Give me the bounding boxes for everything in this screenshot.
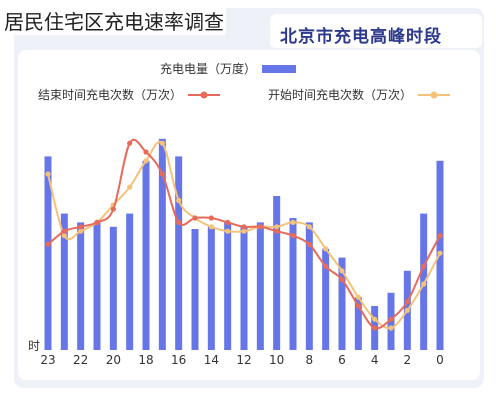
x-tick-label: 14 xyxy=(204,353,219,367)
start-series-point xyxy=(339,268,345,274)
legend-start: 开始时间充电次数（万次） xyxy=(268,86,452,103)
start-series-point xyxy=(208,224,214,230)
end-series-point xyxy=(421,263,427,269)
x-tick-label: 4 xyxy=(371,353,379,367)
start-series-point xyxy=(45,171,51,177)
legend-bar-label: 充电电量（万度） xyxy=(160,62,257,76)
end-series-point xyxy=(225,219,231,225)
start-series-point xyxy=(176,197,182,203)
legend-start-label: 开始时间充电次数（万次） xyxy=(268,88,413,102)
x-tick-label: 8 xyxy=(306,353,314,367)
start-series-point xyxy=(404,307,410,313)
bar xyxy=(44,156,52,350)
legend-bar-swatch xyxy=(262,64,297,73)
end-series-point xyxy=(257,224,263,230)
bar xyxy=(224,222,232,350)
end-series-point xyxy=(78,224,84,230)
end-series-point xyxy=(94,219,100,225)
end-series-point xyxy=(306,241,312,247)
bar xyxy=(256,222,264,350)
start-series-point xyxy=(355,294,361,300)
end-series-point xyxy=(339,277,345,283)
x-tick-label: 6 xyxy=(338,353,346,367)
legend-start-swatch xyxy=(418,91,451,98)
x-tick-label: 10 xyxy=(269,353,284,367)
x-axis-label: 时 xyxy=(28,339,40,353)
start-series-point xyxy=(437,250,443,256)
end-series-point xyxy=(372,325,378,331)
end-series-point xyxy=(61,228,67,234)
end-series-point xyxy=(208,215,214,221)
title-banner xyxy=(270,14,482,48)
end-series-point xyxy=(45,241,51,247)
start-series-point xyxy=(225,228,231,234)
start-series-point xyxy=(388,325,394,331)
bar xyxy=(322,248,330,350)
start-series-point xyxy=(61,233,67,239)
end-series-point xyxy=(159,171,165,177)
x-tick-label: 0 xyxy=(436,353,444,367)
legend-end-label: 结束时间充电次数（万次） xyxy=(38,88,183,102)
legend-end-swatch xyxy=(188,91,221,98)
chart-title: 北京市充电高峰时段 xyxy=(280,27,442,47)
legend-bar: 充电电量（万度） xyxy=(160,60,297,77)
bar xyxy=(191,229,199,350)
bar xyxy=(207,226,215,350)
bar xyxy=(354,297,362,350)
bar xyxy=(175,156,183,350)
start-series-point xyxy=(78,228,84,234)
start-series-point xyxy=(143,158,149,164)
page-headline: 居民住宅区充电速率调查 xyxy=(2,6,226,35)
end-series-point xyxy=(388,316,394,322)
legend-end: 结束时间充电次数（万次） xyxy=(38,86,222,103)
bar xyxy=(240,226,248,350)
x-tick-label: 18 xyxy=(138,353,153,367)
bar xyxy=(93,222,101,350)
x-tick-label: 2 xyxy=(404,353,412,367)
bar xyxy=(305,222,313,350)
x-tick-label: 16 xyxy=(171,353,186,367)
end-series-point xyxy=(241,224,247,230)
x-tick-label: 20 xyxy=(106,353,121,367)
start-series-point xyxy=(127,184,133,190)
end-series-point xyxy=(290,233,296,239)
start-series-point xyxy=(372,316,378,322)
start-series-point xyxy=(274,224,280,230)
end-series-point xyxy=(323,263,329,269)
start-series-point xyxy=(241,228,247,234)
end-series-point xyxy=(192,215,198,221)
end-series-point xyxy=(143,149,149,155)
end-series-point xyxy=(437,233,443,239)
start-series-point xyxy=(306,224,312,230)
bar xyxy=(77,222,85,350)
end-series-point xyxy=(110,206,116,212)
bar xyxy=(142,160,150,350)
bar xyxy=(338,257,346,350)
bar xyxy=(109,226,117,350)
end-series-point xyxy=(176,219,182,225)
start-series-point xyxy=(323,246,329,252)
end-series-point xyxy=(274,228,280,234)
start-series-point xyxy=(290,219,296,225)
start-series-point xyxy=(421,281,427,287)
end-series-point xyxy=(404,299,410,305)
x-tick-label: 22 xyxy=(73,353,88,367)
bar xyxy=(126,213,134,350)
x-tick-label: 23 xyxy=(40,353,55,367)
end-series-point xyxy=(127,140,133,146)
bar xyxy=(273,196,281,350)
bar xyxy=(158,138,166,350)
bar xyxy=(60,213,68,350)
x-tick-label: 12 xyxy=(236,353,251,367)
start-series-point xyxy=(159,140,165,146)
end-series-point xyxy=(355,303,361,309)
bar xyxy=(289,218,297,350)
